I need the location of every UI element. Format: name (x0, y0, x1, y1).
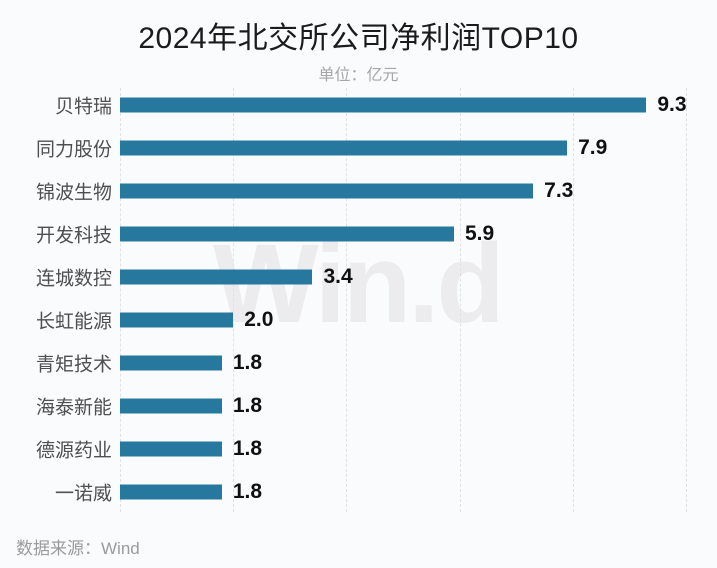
bar-value-label: 7.9 (578, 136, 608, 159)
bar-value-label: 1.8 (232, 437, 263, 460)
bar-row: 锦波生物 7.3 (0, 170, 717, 213)
bar-rows-container: 贝特瑞 9.3 同力股份 7.9 锦波生物 7.3 开发科技 5.9 连城数控 3.4 长虹能源 2.… (0, 88, 717, 522)
chart-unit-label: 单位：亿元 (318, 67, 399, 84)
bar-row: 德源药业 1.8 (0, 428, 717, 471)
bar (120, 269, 313, 285)
category-label: 开发科技 (35, 225, 112, 247)
gridline (459, 88, 461, 512)
category-label: 长虹能源 (35, 311, 112, 333)
category-label: 锦波生物 (35, 182, 112, 204)
category-label: 德源药业 (35, 440, 112, 462)
bar-row: 一诺威 1.8 (0, 471, 717, 514)
bar-value-label: 1.8 (232, 480, 263, 503)
bar-row: 同力股份 7.9 (0, 127, 717, 170)
gridline (572, 88, 574, 512)
category-label: 一诺威 (54, 483, 112, 505)
data-source-label: 数据来源：Wind (16, 539, 140, 558)
bar-value-label: 2.0 (244, 308, 274, 331)
bar (120, 312, 234, 328)
category-label: 海泰新能 (35, 397, 112, 419)
bar-row: 开发科技 5.9 (0, 213, 717, 256)
bar (120, 140, 568, 156)
bar-value-label: 9.3 (657, 93, 687, 116)
bar-row: 青矩技术 1.8 (0, 342, 717, 385)
bar-value-label: 3.4 (323, 265, 353, 288)
bar (120, 484, 222, 500)
bar (120, 398, 222, 414)
bar-row: 长虹能源 2.0 (0, 299, 717, 342)
bar-row: 贝特瑞 9.3 (0, 84, 717, 127)
gridline (233, 88, 235, 512)
bar (120, 355, 222, 371)
category-label: 贝特瑞 (54, 96, 112, 118)
bar (120, 441, 222, 457)
bar-value-label: 7.3 (544, 179, 574, 202)
bar-row: 海泰新能 1.8 (0, 385, 717, 428)
gridline (686, 88, 687, 512)
bar (120, 226, 454, 242)
bar (120, 183, 534, 199)
gridline (346, 88, 348, 512)
category-label: 连城数控 (35, 268, 112, 290)
category-label: 青矩技术 (35, 354, 112, 376)
category-label: 同力股份 (35, 139, 112, 161)
bar-row: 连城数控 3.4 (0, 256, 717, 299)
gridline (120, 88, 121, 512)
chart-title: 2024年北交所公司净利润TOP10 (138, 22, 579, 55)
bar-value-label: 5.9 (464, 222, 495, 245)
bar-value-label: 1.8 (232, 394, 263, 417)
bar-value-label: 1.8 (232, 351, 263, 374)
bar (120, 97, 647, 113)
